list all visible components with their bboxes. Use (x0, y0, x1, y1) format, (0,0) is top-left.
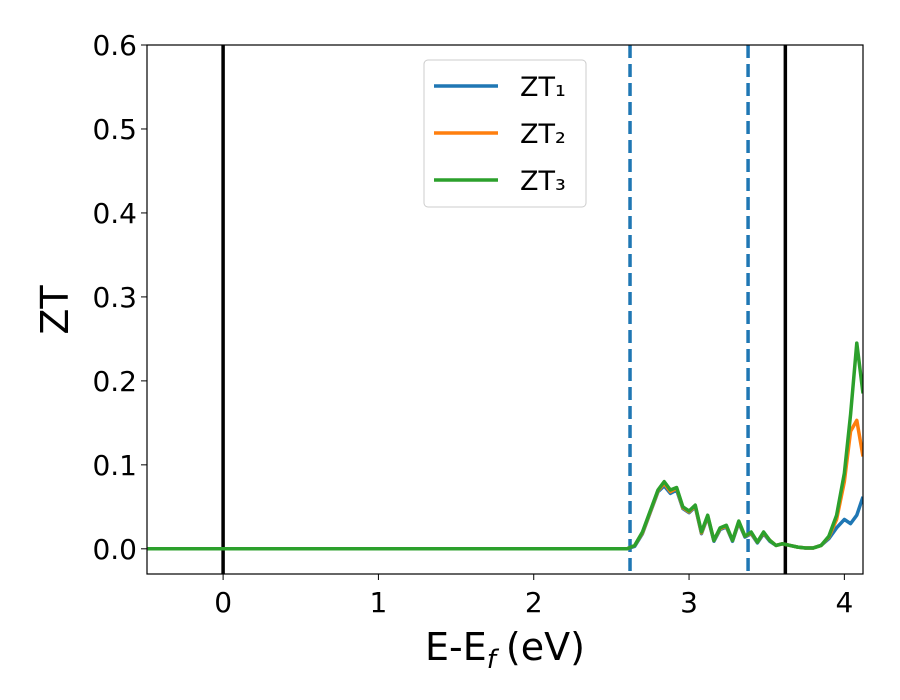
legend-label: ZT₁ (520, 72, 566, 103)
x-tick-label: 0 (214, 586, 232, 619)
x-label-main: E-E (425, 625, 487, 669)
y-tick-label: 0.6 (92, 29, 137, 62)
x-tick-label: 2 (525, 586, 543, 619)
x-label-unit: (eV) (506, 625, 585, 669)
x-axis-label: E-Ef (eV) (425, 625, 585, 675)
y-tick-label: 0.2 (92, 365, 137, 398)
legend-label: ZT₂ (520, 119, 566, 150)
y-tick-label: 0.5 (92, 113, 137, 146)
y-tick-label: 0.0 (92, 533, 137, 566)
legend-label: ZT₃ (520, 166, 566, 197)
y-tick-label: 0.1 (92, 449, 137, 482)
x-tick-label: 1 (370, 586, 388, 619)
x-tick-label: 4 (835, 586, 853, 619)
y-tick-label: 0.3 (92, 281, 137, 314)
series-line (147, 341, 863, 551)
y-tick-label: 0.4 (92, 197, 137, 230)
plot-frame (146, 44, 864, 575)
y-axis-label: ZT (33, 285, 77, 335)
series-line (147, 418, 863, 551)
x-label-sub: f (487, 645, 500, 675)
x-tick-label: 3 (680, 586, 698, 619)
legend-box (423, 59, 587, 208)
